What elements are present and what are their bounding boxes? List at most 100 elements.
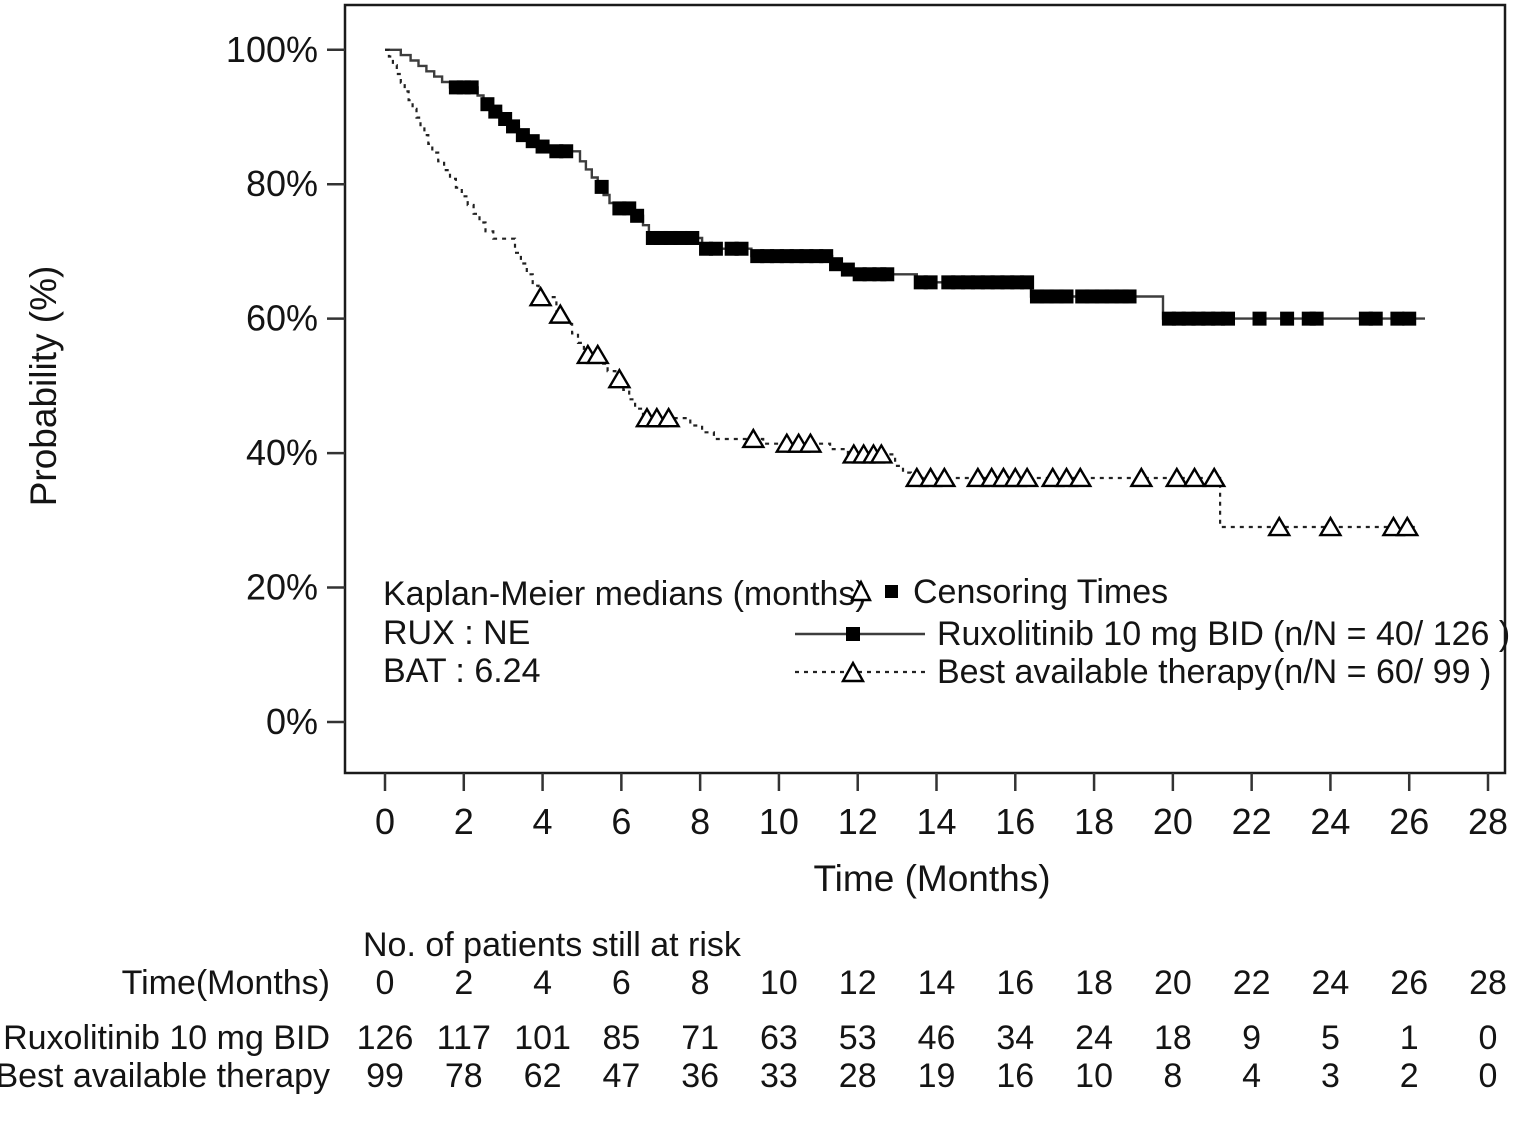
- x-axis-ticks: 0 2 4 6 8 10 12 14 16 18 20 22 24 26 28: [375, 773, 1508, 842]
- risk-time-value: 10: [760, 964, 798, 1002]
- x-tick-label: 12: [838, 801, 878, 842]
- rux-censor-mark: [1402, 311, 1417, 326]
- risk-count-value: 0: [1479, 1019, 1498, 1057]
- y-tick-label: 20%: [246, 567, 318, 608]
- risk-time-value: 24: [1312, 964, 1350, 1002]
- risk-count-value: 16: [996, 1057, 1034, 1095]
- rux-censor-mark: [708, 241, 723, 256]
- rux-censor-mark: [734, 241, 749, 256]
- bat-censor-mark: [1395, 515, 1420, 537]
- y-tick-label: 60%: [246, 298, 318, 339]
- legend-bat-nN: (n/N = 60/ 99 ): [1273, 653, 1491, 691]
- risk-table: No. of patients still at risk Time(Month…: [0, 926, 1507, 1095]
- rux-curve: [385, 48, 1425, 320]
- legend-rux-nN: (n/N = 40/ 126 ): [1273, 615, 1510, 653]
- risk-time-value: 14: [918, 964, 956, 1002]
- risk-time-value: 16: [996, 964, 1034, 1002]
- bat-censor-mark: [548, 303, 573, 324]
- rux-censor-mark: [630, 208, 645, 223]
- x-tick-label: 2: [454, 801, 474, 842]
- y-axis-title: Probability (%): [23, 266, 64, 507]
- risk-time-value: 2: [454, 964, 473, 1002]
- bat-censor-mark: [1164, 466, 1189, 488]
- y-tick-label: 0%: [266, 701, 318, 742]
- rux-censor-mark: [1309, 311, 1324, 326]
- risk-count-value: 28: [839, 1057, 877, 1095]
- rux-censor-mark: [1059, 289, 1074, 304]
- bat-censor-mark: [1202, 466, 1227, 488]
- risk-count-value: 2: [1400, 1057, 1419, 1095]
- risk-count-value: 46: [918, 1019, 956, 1057]
- legend-censoring-triangle-icon: [850, 579, 872, 602]
- x-tick-label: 8: [690, 801, 710, 842]
- risk-time-value: 12: [839, 964, 877, 1002]
- risk-table-values: 0126992117784101626854787136106333125328…: [357, 964, 1507, 1095]
- x-tick-label: 24: [1310, 801, 1350, 842]
- rux-censor-mark: [880, 267, 895, 282]
- risk-count-value: 0: [1479, 1057, 1498, 1095]
- bat-censor-mark: [607, 367, 632, 389]
- rux-censor-mark: [673, 230, 688, 245]
- risk-count-value: 99: [366, 1057, 404, 1095]
- risk-table-row-label-rux: Ruxolitinib 10 mg BID: [3, 1019, 330, 1057]
- rux-censor-mark: [1221, 311, 1236, 326]
- rux-censor-mark: [1252, 311, 1267, 326]
- bat-censor-mark: [528, 285, 553, 307]
- risk-count-value: 1: [1400, 1019, 1419, 1057]
- bat-censor-mark: [1068, 466, 1093, 488]
- bat-censor-mark: [1129, 466, 1154, 488]
- risk-count-value: 53: [839, 1019, 877, 1057]
- rux-censor-mark: [923, 275, 938, 290]
- rux-censor-mark: [559, 144, 574, 159]
- legend-medians-title: Kaplan-Meier medians (months): [383, 575, 867, 613]
- x-tick-label: 14: [916, 801, 956, 842]
- x-axis-title: Time (Months): [813, 858, 1050, 899]
- bat-censor-mark: [1267, 515, 1292, 537]
- risk-table-row-header: Time(Months): [122, 964, 330, 1002]
- rux-censor-mark: [464, 80, 479, 95]
- survival-curves: [385, 48, 1425, 537]
- risk-count-value: 117: [437, 1019, 491, 1057]
- legend-censoring-square-icon: [885, 585, 898, 598]
- bat-censor-mark: [932, 466, 957, 488]
- risk-time-value: 28: [1469, 964, 1507, 1002]
- legend-rux-marker-icon: [846, 627, 860, 641]
- x-tick-label: 18: [1074, 801, 1114, 842]
- rux-censor-mark: [1122, 289, 1137, 304]
- risk-count-value: 19: [918, 1057, 956, 1095]
- legend-censoring-label: Censoring Times: [913, 573, 1168, 611]
- risk-count-value: 4: [1242, 1057, 1261, 1095]
- y-tick-label: 100%: [226, 29, 318, 70]
- bat-censor-mark: [656, 406, 681, 428]
- risk-time-value: 8: [691, 964, 710, 1002]
- risk-count-value: 5: [1321, 1019, 1340, 1057]
- risk-count-value: 9: [1242, 1019, 1261, 1057]
- risk-count-value: 24: [1075, 1019, 1113, 1057]
- rux-censor-mark: [1280, 311, 1295, 326]
- bat-censor-mark: [1015, 466, 1040, 488]
- risk-count-value: 63: [760, 1019, 798, 1057]
- legend-bat-median: BAT : 6.24: [383, 652, 541, 690]
- rux-censor-mark: [685, 230, 700, 245]
- risk-count-value: 10: [1075, 1057, 1113, 1095]
- bat-censor-mark: [869, 443, 894, 464]
- rux-censor-mark: [1020, 275, 1035, 290]
- plot-border: [343, 3, 1507, 775]
- bat-curve: [385, 48, 1418, 529]
- x-tick-label: 10: [759, 801, 799, 842]
- rux-censor-mark: [829, 257, 844, 272]
- risk-count-value: 78: [445, 1057, 483, 1095]
- risk-count-value: 47: [602, 1057, 640, 1095]
- risk-count-value: 18: [1154, 1019, 1192, 1057]
- x-tick-label: 26: [1389, 801, 1429, 842]
- risk-table-title: No. of patients still at risk: [363, 926, 742, 964]
- bat-censor-mark: [1182, 466, 1207, 488]
- legend-bat-marker-icon: [840, 660, 866, 683]
- risk-count-value: 8: [1163, 1057, 1182, 1095]
- bat-censor-mark: [741, 427, 766, 449]
- x-tick-label: 6: [611, 801, 631, 842]
- legend: Kaplan-Meier medians (months) Censoring …: [383, 573, 1510, 691]
- risk-time-value: 26: [1390, 964, 1428, 1002]
